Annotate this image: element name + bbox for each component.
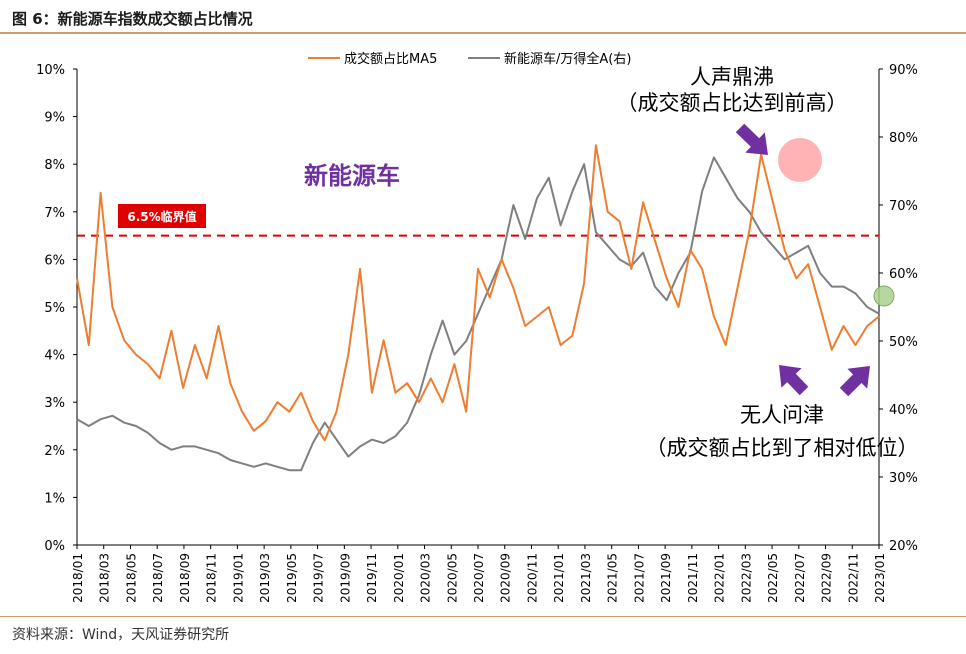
right-tick-label: 60% [889, 267, 918, 282]
x-tick-label: 2022/09 [820, 553, 834, 603]
annotation-layer: 新能源车 人声鼎沸（成交额占比达到前高） 无人问津 （成交额占比到了相对低位） [304, 65, 919, 460]
right-tick-label: 70% [889, 199, 918, 214]
top-rule [0, 32, 966, 34]
x-tick-label: 2020/11 [525, 553, 539, 603]
left-tick-label: 7% [44, 206, 65, 221]
x-tick-label: 2021/07 [632, 553, 646, 603]
figure-title: 图 6：新能源车指数成交额占比情况 [12, 10, 253, 28]
threshold-layer: 6.5%临界值 [77, 204, 879, 237]
x-tick-label: 2022/01 [713, 553, 727, 603]
x-tick-label: 2022/07 [793, 553, 807, 603]
right-tick-label: 40% [889, 403, 918, 418]
series-layer [76, 144, 880, 472]
legend-label-index: 新能源车/万得全A(右) [504, 51, 631, 67]
left-tick-label: 6% [44, 253, 65, 268]
x-tick-label: 2018/09 [178, 553, 192, 603]
source-note: 资料来源：Wind，天风证券研究所 [12, 627, 230, 643]
bottom-rule [0, 616, 966, 617]
x-tick-label: 2021/05 [606, 553, 620, 603]
arrow-to-trough-left [779, 365, 809, 396]
series-line-share [76, 144, 880, 442]
x-tick-label: 2021/09 [659, 553, 673, 603]
trough-label-line1: 无人问津 [740, 403, 824, 427]
left-tick-label: 5% [44, 301, 65, 316]
x-tick-label: 2022/03 [739, 553, 753, 603]
legend-label-share: 成交额占比MA5 [344, 51, 437, 67]
left-tick-label: 3% [44, 396, 65, 411]
x-tick-label: 2019/11 [365, 553, 379, 603]
x-tick-label: 2021/11 [686, 553, 700, 603]
x-tick-label: 2019/07 [312, 553, 326, 603]
x-tick-label: 2020/03 [419, 553, 433, 603]
left-tick-label: 8% [44, 158, 65, 173]
x-tick-label: 2018/07 [151, 553, 165, 603]
right-tick-label: 20% [889, 539, 918, 554]
left-tick-label: 0% [44, 539, 65, 554]
x-tick-label: 2020/01 [392, 553, 406, 603]
x-tick-label: 2023/01 [873, 553, 887, 603]
peak-label-line1: 人声鼎沸 [690, 65, 774, 89]
axes-layer: 0% 1% 2% 3% 4% 5% 6% 7% 8% 9% 10% 20% 30% 40% 50% 60% 70… [36, 63, 918, 603]
x-tick-label: 2020/09 [499, 553, 513, 603]
x-tick-label: 2018/11 [205, 553, 219, 603]
x-tick-label: 2022/05 [766, 553, 780, 603]
x-tick-label: 2021/01 [552, 553, 566, 603]
right-tick-label: 50% [889, 335, 918, 350]
left-tick-label: 9% [44, 111, 65, 126]
x-tick-label: 2019/09 [338, 553, 352, 603]
threshold-label-box [118, 204, 206, 228]
right-tick-label: 80% [889, 131, 918, 146]
left-tick-label: 1% [44, 491, 65, 506]
left-tick-label: 4% [44, 349, 65, 364]
x-tick-label: 2018/03 [98, 553, 112, 603]
x-tick-label: 2021/03 [579, 553, 593, 603]
x-tick-label: 2019/03 [258, 553, 272, 603]
current-highlight-circle [873, 285, 895, 307]
right-tick-label: 90% [889, 63, 918, 78]
left-tick-label: 10% [36, 63, 65, 78]
x-tick-label: 2019/05 [285, 553, 299, 603]
x-tick-label: 2018/05 [124, 553, 138, 603]
arrow-to-trough-right [839, 366, 870, 397]
x-tick-label: 2019/01 [231, 553, 245, 603]
threshold-label: 6.5%临界值 [127, 209, 196, 224]
trough-label-line2: （成交额占比到了相对低位） [646, 436, 919, 460]
peak-highlight-circle [778, 138, 822, 182]
x-tick-label: 2022/11 [846, 553, 860, 603]
arrow-to-peak [735, 123, 768, 155]
peak-label-line2: （成交额占比达到前高） [617, 91, 848, 115]
x-tick-label: 2020/07 [472, 553, 486, 603]
left-tick-label: 2% [44, 444, 65, 459]
legend: 成交额占比MA5 新能源车/万得全A(右) [308, 51, 631, 67]
sector-label: 新能源车 [304, 162, 400, 190]
right-tick-label: 30% [889, 471, 918, 486]
x-tick-label: 2020/05 [445, 553, 459, 603]
series-line-index [76, 156, 880, 472]
x-tick-label: 2018/01 [71, 553, 85, 603]
